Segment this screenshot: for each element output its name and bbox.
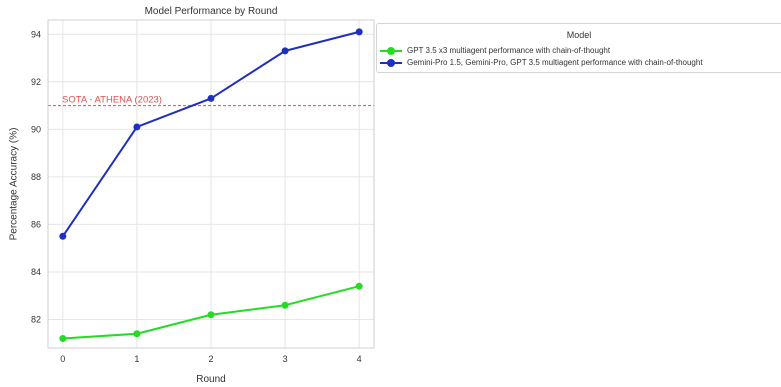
series-1 [59,28,363,240]
legend-label-gemini: Gemini-Pro 1.5, Gemini-Pro, GPT 3.5 mult… [407,58,703,67]
y-tick-label: 86 [31,219,41,229]
x-axis-ticks: 0 1 2 3 4 [60,354,361,364]
legend-marker-gemini [387,59,395,67]
plot-frame [47,19,375,349]
x-tick-label: 1 [134,354,139,364]
data-point [281,47,289,55]
grid-lines [48,20,374,348]
data-point [355,28,363,36]
y-tick-label: 88 [31,172,41,182]
y-tick-label: 84 [31,267,41,277]
reference-lines: SOTA - ATHENA (2023) [48,95,374,107]
y-tick-label: 82 [31,314,41,324]
data-point [355,282,363,290]
x-tick-label: 2 [208,354,213,364]
legend-marker-gpt [387,47,395,55]
x-tick-label: 0 [60,354,65,364]
y-tick-label: 90 [31,124,41,134]
x-tick-label: 4 [357,354,362,364]
legend: Model GPT 3.5 x3 multiagent performance … [376,23,781,73]
series-layer [59,28,363,342]
y-tick-label: 92 [31,77,41,87]
data-point [281,301,289,309]
series-0 [59,282,363,342]
data-point [59,232,67,240]
y-tick-label: 94 [31,29,41,39]
x-axis-label: Round [196,374,225,385]
legend-title: Model [566,30,592,40]
data-point [207,311,215,319]
data-point [133,123,141,131]
reference-line-label: SOTA - ATHENA (2023) [62,95,162,106]
legend-label-gpt: GPT 3.5 x3 multiagent performance with c… [407,46,611,55]
y-axis-label: Percentage Accuracy (%) [9,128,20,241]
data-point [207,94,215,102]
data-point [133,330,141,338]
y-axis-ticks: 82 84 86 88 90 92 94 [31,29,41,324]
x-tick-label: 3 [283,354,288,364]
data-point [59,334,67,342]
chart-title: Model Performance by Round [145,6,278,17]
